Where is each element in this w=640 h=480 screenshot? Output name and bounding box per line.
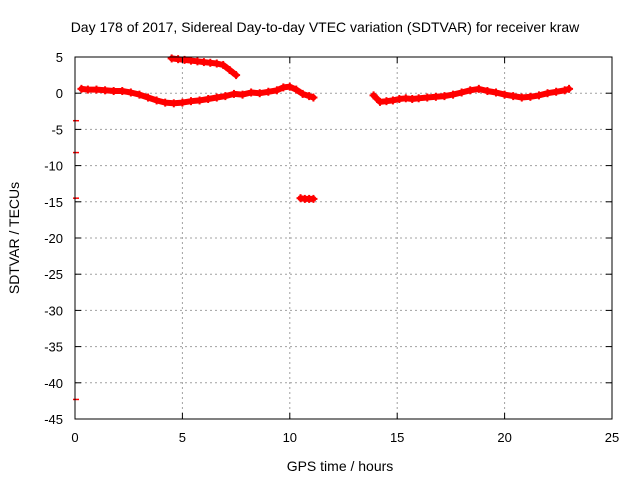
grid-layer	[75, 57, 612, 419]
x-tick-label: 20	[497, 430, 511, 445]
x-tick-label: 25	[605, 430, 619, 445]
series-segment-early-morning	[77, 82, 318, 108]
points-layer	[73, 54, 574, 401]
ticks-layer: 0 5 10 15 20 25 5 0 -5 -10 -15 -20 -25 -30 -35 -40 -45	[44, 50, 619, 445]
y-tick-label: -25	[44, 267, 63, 282]
y-axis-label: SDTVAR / TECUs	[6, 182, 22, 294]
y-tick-label: -35	[44, 340, 63, 355]
y-tick-label: -15	[44, 195, 63, 210]
series-segment-rising-arc	[167, 54, 241, 80]
x-tick-label: 10	[283, 430, 297, 445]
y-tick-label: -20	[44, 231, 63, 246]
y-tick-label: 0	[56, 86, 63, 101]
y-tick-label: -5	[51, 122, 63, 137]
x-axis-label: GPS time / hours	[287, 458, 394, 474]
series-segment-isolated-points	[73, 119, 79, 401]
series-segment-near-minus-15	[296, 194, 318, 203]
x-tick-label: 0	[71, 430, 78, 445]
y-tick-label: -40	[44, 376, 63, 391]
series-segment-afternoon	[369, 84, 574, 106]
y-tick-label: -30	[44, 303, 63, 318]
y-tick-label: -45	[44, 412, 63, 427]
x-tick-label: 5	[179, 430, 186, 445]
y-tick-label: -10	[44, 159, 63, 174]
x-tick-label: 15	[390, 430, 404, 445]
y-tick-label: 5	[56, 50, 63, 65]
chart-title: Day 178 of 2017, Sidereal Day-to-day VTE…	[71, 19, 580, 35]
